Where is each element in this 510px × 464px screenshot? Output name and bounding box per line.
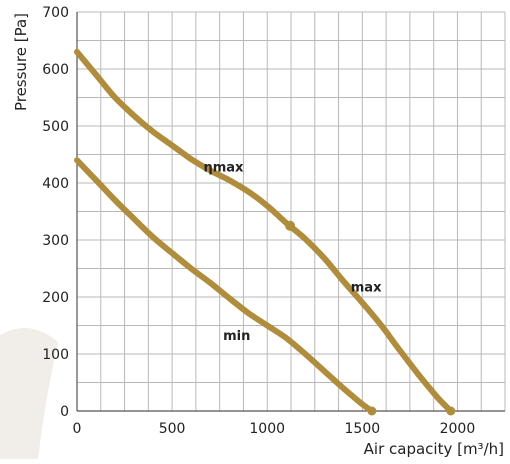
efficiency-point-marker — [285, 220, 296, 231]
x-tick-label: 1500 — [345, 421, 381, 437]
y-tick-label: 100 — [42, 347, 69, 363]
y-tick-label: 500 — [42, 119, 69, 135]
series-endpoint-min — [367, 406, 377, 416]
y-tick-label: 700 — [42, 5, 69, 21]
y-tick-label: 0 — [60, 404, 69, 420]
tick-labels: 0 100 200 300 400 500 600 700 0 500 1000 1500 2000 — [42, 5, 475, 437]
x-tick-label: 0 — [73, 421, 82, 437]
y-tick-label: 200 — [42, 290, 69, 306]
background-swoosh — [0, 327, 58, 459]
curve-label: max — [351, 280, 382, 295]
series — [74, 48, 456, 416]
series-endpoint-max — [446, 406, 456, 416]
y-tick-label: 600 — [42, 62, 69, 78]
series-line-max — [74, 48, 454, 414]
y-tick-label: 300 — [42, 233, 69, 249]
series-line-min — [74, 157, 375, 414]
curve-label: ηmax — [203, 161, 244, 176]
x-tick-label: 1000 — [249, 421, 285, 437]
annotations: ηmax max min — [203, 161, 382, 344]
y-axis-title: Pressure [Pa] — [12, 13, 30, 111]
x-tick-label: 500 — [159, 421, 186, 437]
x-axis-title: Air capacity [m³/h] — [364, 440, 504, 458]
curve-label: min — [223, 329, 250, 344]
x-tick-label: 2000 — [440, 421, 476, 437]
axes — [76, 12, 505, 412]
y-tick-label: 400 — [42, 176, 69, 192]
grid — [77, 11, 506, 411]
